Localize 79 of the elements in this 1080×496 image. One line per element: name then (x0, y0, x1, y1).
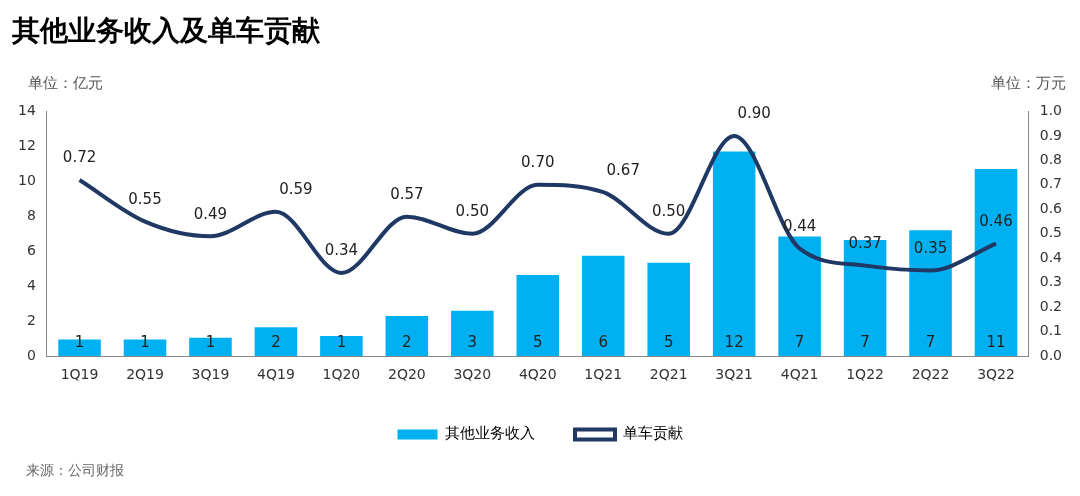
chart-title: 其他业务收入及单车贡献 (12, 13, 320, 49)
y2-tick-label: 0.8 (1039, 151, 1062, 167)
y2-tick-label: 0.5 (1039, 224, 1062, 241)
data-label: 7 (860, 332, 870, 351)
data-label: 0.57 (390, 185, 424, 204)
x-tick-label: 4Q19 (257, 366, 295, 383)
x-tick-label: 3Q22 (977, 366, 1015, 383)
data-label: 3 (467, 332, 478, 351)
legend-label: 其他业务收入 (445, 424, 535, 443)
data-label: 2 (402, 332, 412, 351)
data-label: 2 (271, 332, 281, 351)
y-tick-label: 4 (26, 276, 36, 293)
data-label: 0.34 (324, 241, 359, 260)
x-tick-label: 1Q19 (60, 366, 99, 383)
bar (451, 310, 494, 357)
x-tick-label: 3Q20 (453, 366, 492, 383)
y2-tick-label: 0.2 (1039, 297, 1062, 314)
x-tick-label: 2Q20 (387, 366, 426, 383)
data-label: 7 (925, 332, 936, 351)
y-tick-label: 12 (17, 137, 36, 154)
bar (581, 255, 625, 357)
y-axis-title: 单位：亿元 (28, 74, 103, 93)
bar (974, 169, 1018, 357)
y2-tick-label: 0.4 (1039, 248, 1063, 265)
x-tick-label: 2Q21 (649, 366, 688, 383)
bar (516, 274, 560, 357)
bar (254, 327, 298, 357)
data-label: 0.50 (651, 202, 686, 221)
data-label: 11 (986, 332, 1006, 351)
data-label: 0.55 (128, 189, 162, 208)
y-tick-label: 10 (17, 171, 36, 188)
x-tick-label: 3Q21 (715, 366, 754, 383)
data-label: 0.90 (737, 104, 771, 123)
data-label: 5 (533, 332, 543, 351)
x-tick-label: 1Q22 (846, 366, 884, 383)
y-tick-label: 8 (26, 206, 36, 223)
y2-tick-label: 0.9 (1039, 126, 1062, 143)
data-label: 12 (724, 332, 744, 351)
data-label: 0.46 (979, 211, 1013, 230)
y-tick-label: 2 (26, 311, 36, 328)
bar (189, 337, 232, 357)
data-label: 0.70 (521, 153, 555, 172)
data-label: 5 (663, 332, 674, 351)
x-tick-label: 4Q21 (780, 366, 819, 383)
data-label: 0.59 (279, 180, 313, 199)
x-tick-label: 1Q20 (322, 366, 361, 383)
y2-tick-label: 0.7 (1039, 175, 1062, 192)
x-tick-label: 3Q19 (191, 366, 230, 383)
bar (385, 315, 429, 357)
data-label: 1 (336, 332, 347, 351)
data-label: 0.37 (848, 234, 882, 253)
y-tick-label: 14 (17, 102, 36, 119)
x-tick-label: 4Q20 (518, 366, 557, 383)
x-tick-label: 1Q21 (584, 366, 623, 383)
y2-tick-label: 0.6 (1039, 199, 1063, 216)
legend-label: 单车贡献 (622, 424, 683, 443)
data-label: 1 (205, 332, 216, 351)
data-label: 6 (598, 332, 609, 351)
y2-tick-label: 0.1 (1039, 322, 1062, 339)
data-label: 0.72 (62, 148, 97, 167)
x-tick-label: 2Q19 (126, 366, 164, 383)
bar (909, 230, 952, 357)
bar (647, 262, 690, 357)
data-label: 7 (794, 332, 805, 351)
source-note: 来源：公司财报 (26, 462, 124, 480)
data-label: 0.50 (455, 202, 490, 221)
y2-tick-label: 0.3 (1039, 273, 1062, 290)
bar (320, 336, 363, 357)
data-label: 0.67 (606, 160, 640, 179)
y-tick-label: 0 (26, 346, 36, 363)
y2-tick-label: 0.0 (1039, 346, 1062, 363)
x-tick-label: 2Q22 (911, 366, 950, 383)
y-tick-label: 6 (26, 241, 36, 258)
data-label: 0.35 (913, 238, 948, 257)
y2-tick-label: 1.0 (1039, 102, 1062, 119)
data-label: 0.49 (193, 204, 228, 223)
bar (778, 236, 821, 357)
bar (712, 151, 756, 357)
y2-axis-title: 单位：万元 (991, 74, 1066, 93)
